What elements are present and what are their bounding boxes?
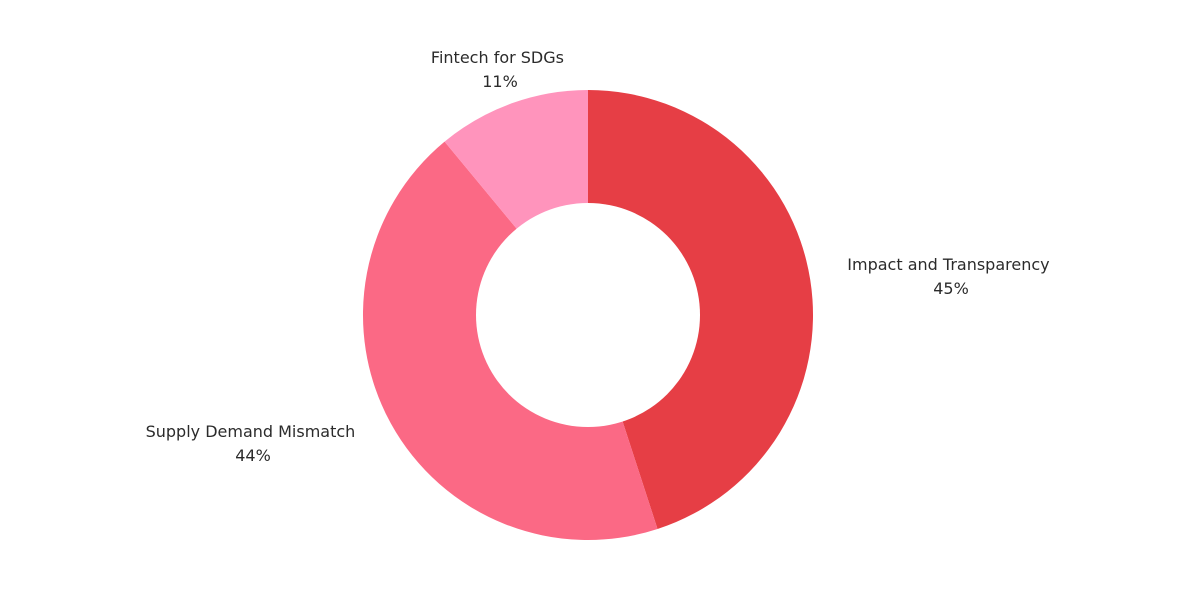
label-supply-demand-mismatch-name: Supply Demand Mismatch (146, 422, 356, 441)
label-supply-demand-mismatch: Supply Demand Mismatch 44% (146, 422, 361, 465)
label-fintech-for-sdgs: Fintech for SDGs 11% (431, 48, 569, 91)
label-impact-and-transparency-value: 45% (933, 279, 969, 298)
label-impact-and-transparency-name: Impact and Transparency (847, 255, 1049, 274)
slice-labels: Impact and Transparency 45% Supply Deman… (146, 48, 1054, 465)
label-fintech-for-sdgs-value: 11% (482, 72, 518, 91)
label-impact-and-transparency: Impact and Transparency 45% (847, 255, 1054, 298)
label-supply-demand-mismatch-value: 44% (235, 446, 271, 465)
donut-hole (476, 203, 700, 427)
label-fintech-for-sdgs-name: Fintech for SDGs (431, 48, 564, 67)
slice-impact-and-transparency (588, 90, 814, 529)
